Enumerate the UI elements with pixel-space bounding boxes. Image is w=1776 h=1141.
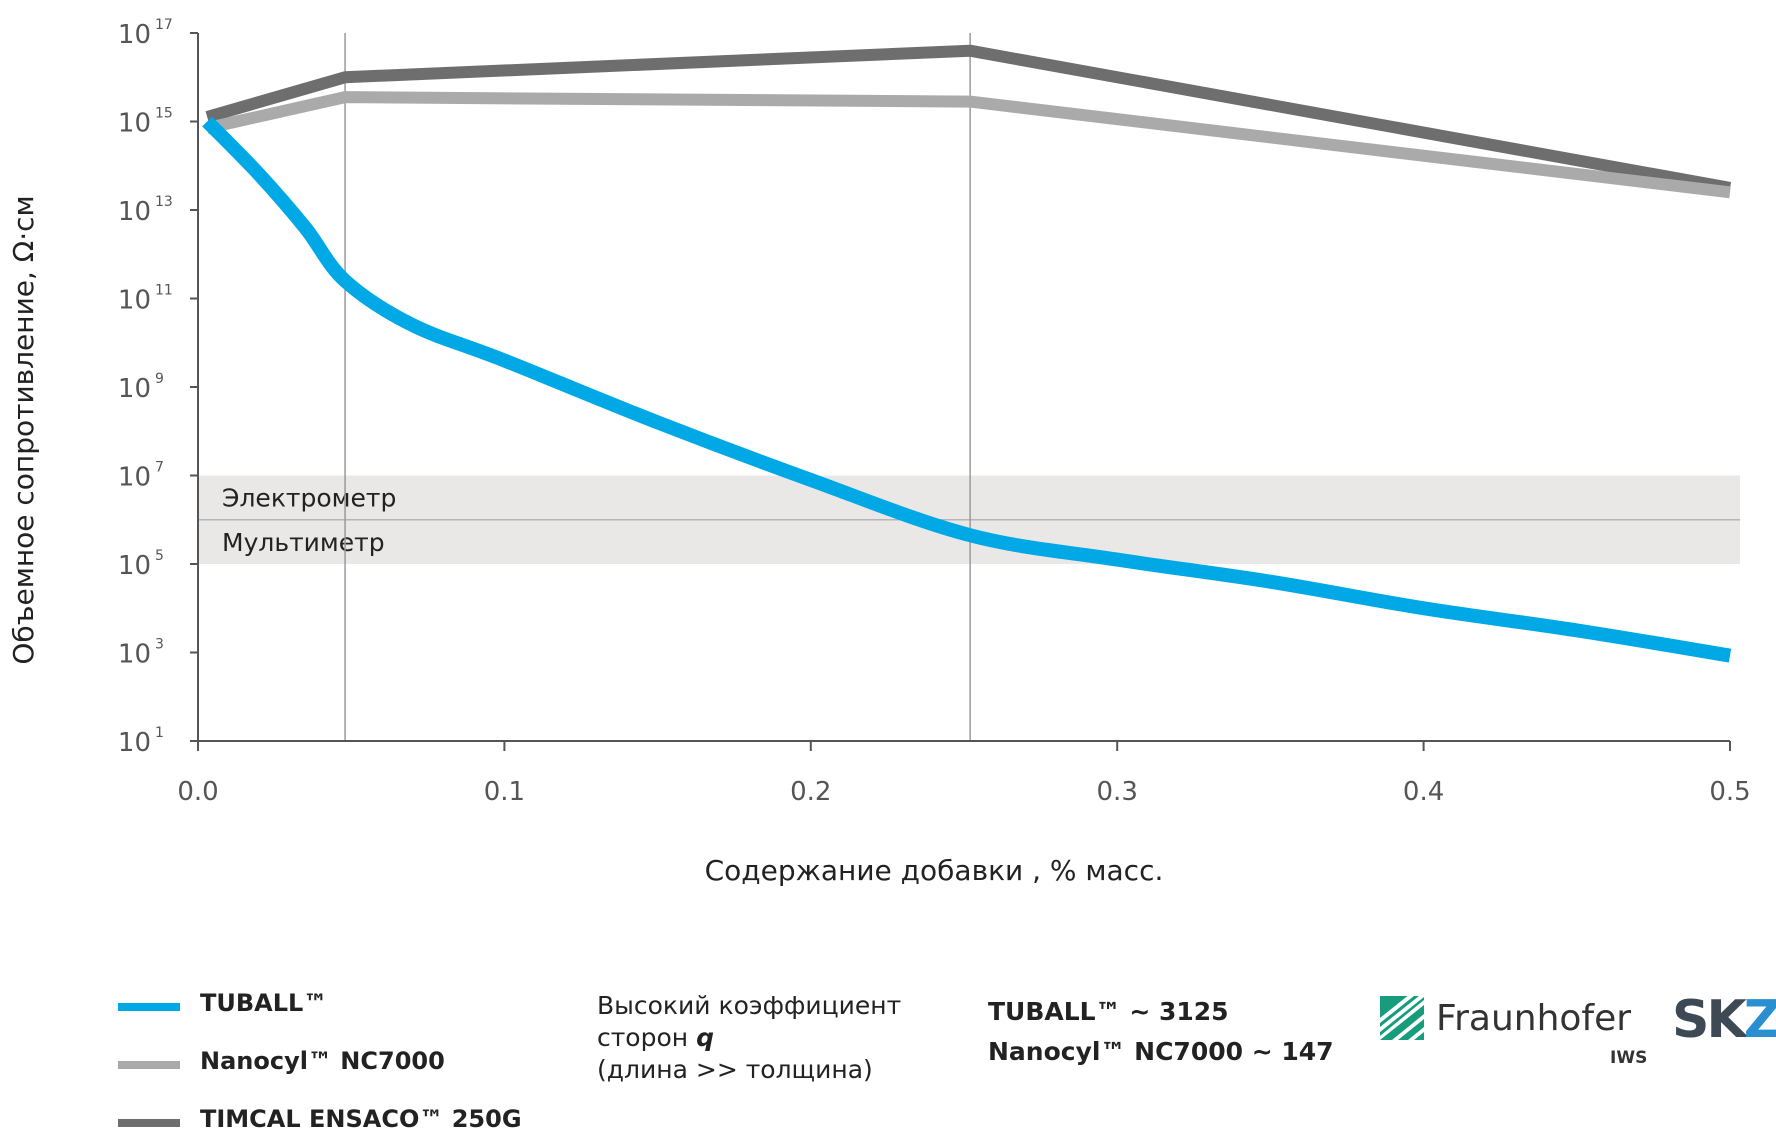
fraunhofer-mark-icon [1380, 996, 1424, 1040]
note-line-2: сторон q [597, 1022, 901, 1054]
legend-label-timcal: TIMCAL ENSACO™ 250G [200, 1105, 522, 1133]
x-tick-label-1: 0.1 [484, 777, 525, 807]
y-tick-label-3: 10 [118, 286, 151, 316]
y-tick-exp-5: 7 [155, 460, 164, 476]
y-tick-label-7: 10 [118, 640, 151, 670]
skz-letter-k: K [1706, 990, 1746, 1050]
y-tick-label-6: 10 [118, 551, 151, 581]
x-tick-label-0: 0.0 [177, 777, 218, 807]
y-tick-exp-4: 9 [155, 371, 164, 387]
legend-label-tuball: TUBALL™ [200, 989, 328, 1017]
legend-item-tuball: TUBALL™ [118, 985, 618, 1025]
aspect-ratio-note: Высокий коэффициент сторон q (длина >> т… [597, 990, 901, 1086]
x-tick-labels: 0.0 0.1 0.2 0.3 0.4 0.5 [177, 741, 1751, 807]
note-line-1: Высокий коэффициент [597, 991, 902, 1020]
y-tick-exp-3: 11 [155, 283, 173, 299]
skz-letter-z: Z [1743, 990, 1776, 1050]
vertical-gridlines [344, 33, 971, 741]
y-axis-title: Объемное сопротивление, Ω·см [7, 195, 40, 664]
y-tick-label-1: 10 [118, 109, 151, 139]
y-tick-exp-0: 17 [155, 17, 173, 33]
aspect-ratio-values: TUBALL™ ~ 3125 Nanocyl™ NC7000 ~ 147 [988, 992, 1334, 1072]
series-line-nanocyl [205, 91, 1731, 199]
x-tick-label-2: 0.2 [790, 777, 831, 807]
y-tick-label-2: 10 [118, 197, 151, 227]
y-tick-exp-1: 15 [155, 106, 173, 122]
band-label-0: Электрометр [222, 484, 396, 513]
legend-swatch-tuball [118, 1003, 180, 1011]
band-label-1: Мультиметр [222, 528, 385, 557]
y-tick-label-5: 10 [118, 463, 151, 493]
measurement-bands: Электрометр Мультиметр [198, 475, 1740, 564]
band-0 [198, 475, 1740, 520]
y-tick-exp-6: 5 [155, 548, 164, 564]
x-tick-label-3: 0.3 [1097, 777, 1138, 807]
y-tick-label-8: 10 [118, 728, 151, 758]
fraunhofer-iws: IWS [1610, 1048, 1648, 1068]
ratio-tuball: TUBALL™ ~ 3125 [988, 997, 1229, 1026]
note-line-3: (длина >> толщина) [597, 1055, 873, 1084]
x-tick-label-5: 0.5 [1709, 777, 1750, 807]
legend-swatch-timcal [118, 1119, 180, 1127]
fraunhofer-logo: Fraunhofer IWS [1380, 996, 1680, 1076]
x-axis-title: Содержание добавки , % масс. [705, 854, 1164, 887]
skz-letter-s: S [1672, 990, 1709, 1050]
y-tick-exp-7: 3 [155, 637, 164, 653]
axes [197, 33, 1730, 742]
legend-swatch-nanocyl [118, 1061, 180, 1069]
ratio-nanocyl: Nanocyl™ NC7000 ~ 147 [988, 1037, 1334, 1066]
y-tick-label-0: 10 [118, 20, 151, 50]
legend-label-nanocyl: Nanocyl™ NC7000 [200, 1047, 445, 1075]
y-tick-label-4: 10 [118, 374, 151, 404]
series-line-timcal [205, 44, 1732, 194]
note-line-2-text: сторон [597, 1023, 689, 1052]
note-q-symbol: q [696, 1023, 714, 1052]
x-tick-label-4: 0.4 [1403, 777, 1444, 807]
legend-item-nanocyl: Nanocyl™ NC7000 [118, 1043, 618, 1083]
legend-item-timcal: TIMCAL ENSACO™ 250G [118, 1101, 618, 1141]
y-tick-exp-8: 1 [155, 725, 164, 741]
skz-logo: SKZ [1672, 990, 1776, 1050]
fraunhofer-wordmark: Fraunhofer [1436, 998, 1632, 1039]
data-series [202, 44, 1732, 663]
series-line-tuball [202, 116, 1732, 663]
y-tick-exp-2: 13 [155, 194, 173, 210]
